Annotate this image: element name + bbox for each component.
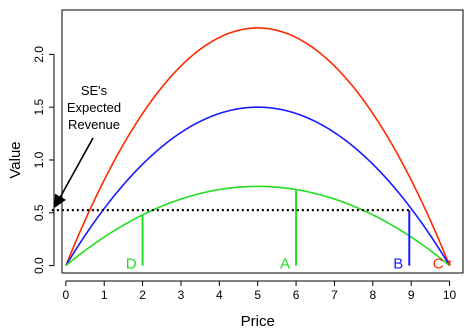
x-tick-label: 6 [293, 288, 300, 302]
x-tick-label: 5 [254, 288, 261, 302]
x-tick-label: 9 [408, 288, 415, 302]
y-tick-label: 0.5 [32, 204, 46, 221]
marker-c-label: C [433, 256, 444, 273]
x-axis-title: Price [241, 313, 275, 330]
x-tick-label: 0 [62, 288, 69, 302]
x-tick-label: 8 [369, 288, 376, 302]
series-2-curve [65, 106, 451, 267]
x-tick-label: 7 [331, 288, 338, 302]
y-tick-label: 1.0 [32, 151, 46, 168]
annotation-line-3: Revenue [68, 117, 120, 132]
annotation-line-2: Expected [67, 100, 121, 115]
series-1-curve [65, 27, 451, 266]
y-axis-title: Value [7, 141, 24, 178]
plot-frame [61, 9, 464, 274]
series-3-curve [65, 185, 451, 267]
y-tick-label: 2.0 [32, 46, 46, 63]
x-tick-label: 3 [178, 288, 185, 302]
x-tick-label: 2 [139, 288, 146, 302]
annotation-line-1: SE's [81, 83, 108, 98]
x-tick-label: 1 [101, 288, 108, 302]
annotation-arrow [54, 137, 94, 208]
y-tick-label: 0.0 [32, 257, 46, 274]
marker-b-label: B [393, 256, 403, 273]
x-tick-label: 4 [216, 288, 223, 302]
series-layer [65, 27, 451, 267]
annotation: SE's Expected Revenue [54, 83, 121, 208]
marker-d-label: D [126, 256, 137, 273]
axes: 0 1 2 3 4 5 6 7 8 9 10 0.0 0.5 1.0 1.5 2.0 [32, 46, 457, 302]
x-tick-label: 10 [443, 288, 457, 302]
marker-a-label: A [280, 256, 290, 273]
y-tick-label: 1.5 [32, 99, 46, 116]
